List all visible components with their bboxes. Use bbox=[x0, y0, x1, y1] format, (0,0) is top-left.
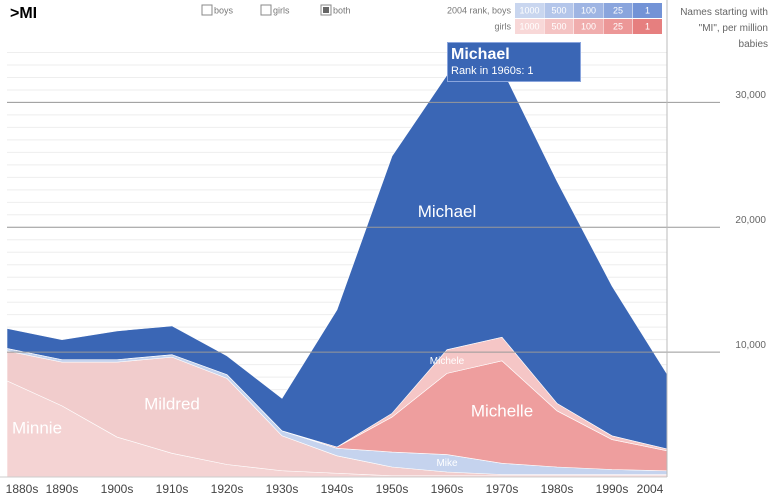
rank-box-boys bbox=[544, 3, 574, 18]
series-label: Mike bbox=[436, 458, 458, 469]
rank-box-boys bbox=[603, 3, 633, 18]
filter-label[interactable]: girls bbox=[273, 5, 290, 15]
rank-box-boys bbox=[574, 3, 603, 18]
rank-box-girls bbox=[515, 19, 544, 34]
x-tick-label: 1880s bbox=[6, 482, 39, 496]
x-tick-label: 1970s bbox=[486, 482, 519, 496]
axis-note: Names starting with "MI", per million ba… bbox=[680, 7, 768, 50]
rank-box-boys bbox=[633, 3, 662, 18]
rank-box-boys bbox=[515, 3, 544, 18]
x-tick-label: 1900s bbox=[101, 482, 134, 496]
rank-value-boys: 1000 bbox=[519, 5, 539, 15]
checkbox-mark bbox=[323, 7, 329, 13]
rank-value-girls: 1 bbox=[645, 21, 650, 31]
y-tick-label: 20,000 bbox=[735, 215, 766, 226]
rank-box-girls bbox=[603, 19, 633, 34]
x-tick-label: 1980s bbox=[541, 482, 574, 496]
rank-box-girls bbox=[633, 19, 662, 34]
y-tick-label: 30,000 bbox=[735, 90, 766, 101]
rank-box-girls bbox=[544, 19, 574, 34]
filter-label[interactable]: both bbox=[333, 5, 351, 15]
rank-value-girls: 25 bbox=[613, 21, 623, 31]
y-tick-label: 10,000 bbox=[735, 340, 766, 351]
rank-value-girls: 500 bbox=[551, 21, 566, 31]
x-tick-label: 1930s bbox=[266, 482, 299, 496]
rank-label-girls: girls bbox=[494, 21, 511, 31]
series-label: Mildred bbox=[144, 395, 200, 414]
search-text[interactable]: >MI bbox=[10, 5, 37, 22]
tooltip: Michael Rank in 1960s: 1 bbox=[447, 42, 581, 82]
rank-value-boys: 500 bbox=[551, 5, 566, 15]
x-tick-label: 1950s bbox=[376, 482, 409, 496]
x-tick-label: 1960s bbox=[431, 482, 464, 496]
x-tick-label: 1910s bbox=[156, 482, 189, 496]
series-label: Michael bbox=[418, 202, 477, 221]
checkbox[interactable] bbox=[260, 4, 272, 16]
filter-label[interactable]: boys bbox=[214, 5, 234, 15]
series-label: Minnie bbox=[12, 418, 62, 437]
rank-value-girls: 1000 bbox=[519, 21, 539, 31]
tooltip-text: Rank in 1960s: 1 bbox=[451, 65, 534, 77]
rank-value-boys: 25 bbox=[613, 5, 623, 15]
x-tick-label: 2004 bbox=[637, 482, 664, 496]
rank-value-boys: 100 bbox=[581, 5, 596, 15]
rank-value-boys: 1 bbox=[645, 5, 650, 15]
tooltip-title: Michael bbox=[451, 46, 510, 63]
series-label: Michelle bbox=[471, 402, 533, 421]
x-tick-label: 1890s bbox=[46, 482, 79, 496]
checkbox[interactable] bbox=[201, 4, 213, 16]
rank-label-boys: 2004 rank, boys bbox=[447, 5, 512, 15]
series-label: Michele bbox=[430, 356, 465, 367]
rank-box-girls bbox=[574, 19, 603, 34]
x-tick-label: 1990s bbox=[596, 482, 629, 496]
rank-value-girls: 100 bbox=[581, 21, 596, 31]
x-tick-label: 1920s bbox=[211, 482, 244, 496]
x-tick-label: 1940s bbox=[321, 482, 354, 496]
